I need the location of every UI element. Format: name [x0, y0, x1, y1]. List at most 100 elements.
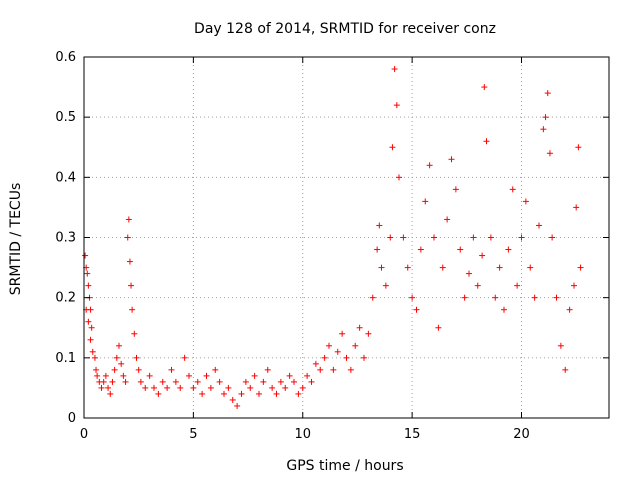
- y-tick-label: 0.4: [55, 170, 76, 185]
- data-point: [422, 198, 429, 205]
- data-point: [448, 156, 455, 163]
- data-point: [177, 384, 184, 391]
- axis-ticks: 0 5 10 15 20 0 0.1 0.2 0.3 0.4 0.5 0.6: [55, 50, 609, 442]
- data-point: [431, 234, 437, 241]
- data-point: [409, 294, 416, 301]
- data-point: [181, 354, 188, 361]
- data-point: [124, 234, 131, 241]
- data-point: [356, 324, 363, 331]
- data-point: [573, 204, 580, 211]
- data-point: [128, 282, 135, 289]
- y-axis-label: SRMTID / TECUs: [8, 183, 24, 296]
- data-point: [286, 372, 293, 379]
- data-point: [203, 372, 210, 379]
- x-tick-label: 15: [404, 427, 421, 442]
- y-tick-label: 0.5: [55, 110, 76, 125]
- data-point: [113, 354, 120, 361]
- y-tick-label: 0.6: [55, 50, 76, 65]
- data-point: [87, 336, 94, 343]
- data-point: [89, 348, 96, 355]
- x-axis-label: GPS time / hours: [286, 458, 403, 474]
- data-point: [172, 378, 179, 385]
- data-point: [273, 390, 280, 397]
- data-point: [190, 384, 197, 391]
- data-point: [105, 384, 112, 391]
- data-point: [496, 264, 503, 271]
- plot-frame: [83, 56, 610, 419]
- data-point: [199, 390, 206, 397]
- y-tick-label: 0: [68, 411, 76, 426]
- data-point: [260, 378, 267, 385]
- grid: [84, 57, 609, 418]
- data-point: [334, 348, 341, 355]
- data-point: [361, 354, 367, 361]
- data-point: [234, 402, 241, 409]
- data-point: [146, 372, 153, 379]
- data-point: [426, 162, 433, 169]
- data-point: [164, 384, 171, 391]
- chart-title: Day 128 of 2014, SRMTID for receiver con…: [194, 21, 496, 37]
- data-point: [186, 372, 192, 379]
- data-point: [91, 354, 98, 361]
- data-point: [111, 366, 118, 373]
- data-point: [492, 294, 499, 301]
- data-point: [571, 282, 577, 289]
- data-point: [84, 270, 91, 277]
- data-point: [575, 144, 582, 151]
- data-point: [527, 264, 534, 271]
- data-point: [393, 102, 400, 109]
- data-point: [251, 372, 258, 379]
- data-point: [126, 258, 133, 265]
- data-point: [343, 354, 350, 361]
- data-point: [133, 354, 140, 361]
- data-point: [435, 324, 442, 331]
- data-point: [269, 384, 276, 391]
- data-point: [326, 342, 332, 349]
- data-point: [125, 216, 132, 223]
- data-point: [461, 294, 468, 301]
- data-point: [88, 324, 95, 331]
- data-point: [339, 330, 346, 337]
- data-point: [549, 234, 556, 241]
- data-point: [247, 384, 254, 391]
- data-point: [546, 150, 553, 157]
- data-point: [151, 384, 157, 391]
- data-point: [116, 342, 122, 349]
- data-point: [317, 366, 324, 373]
- x-tick-label: 10: [294, 427, 311, 442]
- data-point: [474, 282, 481, 289]
- data-point: [505, 246, 512, 253]
- data-point: [540, 126, 547, 133]
- data-point: [417, 246, 424, 253]
- data-point: [566, 306, 573, 313]
- data-point: [135, 366, 142, 373]
- x-tick-label: 0: [80, 427, 88, 442]
- data-point: [107, 390, 114, 397]
- data-point: [382, 282, 389, 289]
- data-point: [577, 264, 584, 271]
- data-point: [321, 354, 328, 361]
- data-point: [352, 342, 359, 349]
- data-point: [295, 390, 302, 397]
- data-point: [299, 384, 306, 391]
- data-point: [291, 378, 297, 385]
- data-point: [277, 378, 284, 385]
- data-point: [396, 174, 402, 181]
- data-point: [109, 378, 116, 385]
- data-point: [487, 234, 494, 241]
- data-point: [522, 198, 529, 205]
- data-point: [457, 246, 464, 253]
- data-point: [557, 342, 564, 349]
- data-point: [168, 366, 175, 373]
- data-point: [562, 366, 569, 373]
- data-point: [470, 234, 477, 241]
- data-point: [501, 306, 507, 313]
- data-point: [404, 264, 411, 271]
- data-point: [102, 372, 109, 379]
- data-point: [120, 372, 127, 379]
- data-point: [142, 384, 149, 391]
- data-point: [391, 66, 398, 73]
- data-point: [122, 378, 129, 385]
- data-point: [444, 216, 451, 223]
